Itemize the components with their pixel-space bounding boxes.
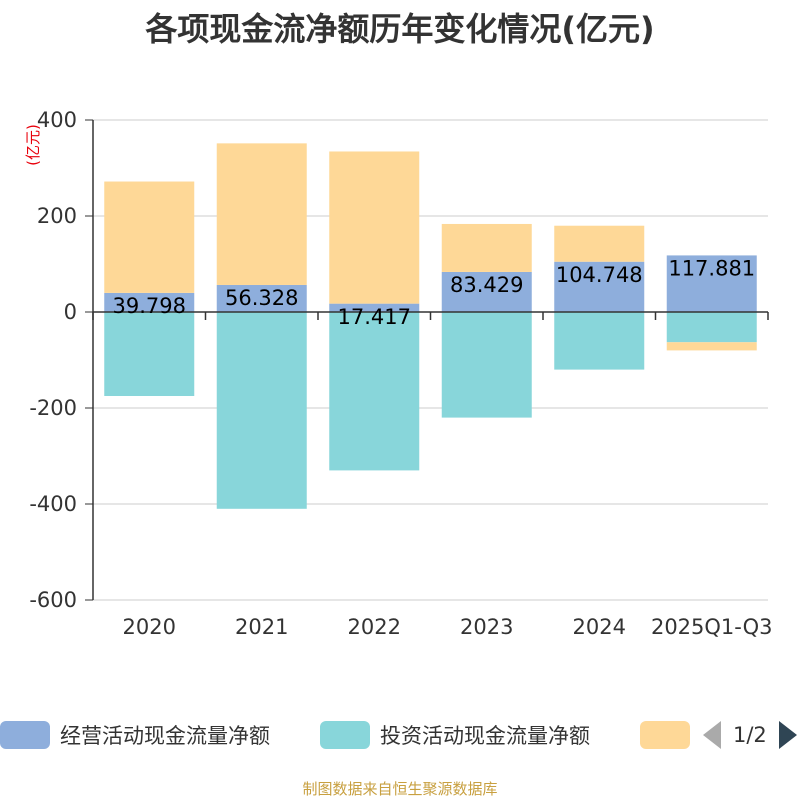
bar-series1-2024 [554,312,645,370]
y-tick-label-1: 200 [37,204,77,228]
bar-value-label-2023: 83.429 [450,273,523,297]
y-tick-label-2: 0 [64,300,77,324]
bars [104,143,757,509]
bar-series2-2024 [554,225,645,262]
bar-series2-2020 [104,181,195,293]
x-tick-label-2025Q1-Q3: 2025Q1-Q3 [651,615,773,639]
bar-value-label-2024: 104.748 [556,263,643,287]
bar-value-label-2020: 39.798 [113,294,186,318]
bar-series0-2024 [554,261,645,312]
legend-label-investing: 投资活动现金流量净额 [380,724,590,748]
bar-series1-2022 [329,312,420,471]
bar-series1-2025Q1-Q3 [666,312,757,343]
bar-series2-2023 [441,223,532,272]
y-axis-unit: (亿元) [24,124,42,166]
bar-series0-2020 [104,292,195,312]
legend-pager: 1/2 [703,715,797,755]
bar-value-label-2025Q1-Q3: 117.881 [668,257,755,281]
bar-series0-2021 [216,284,307,312]
bar-series0-2025Q1-Q3 [666,255,757,312]
legend-item-financing[interactable] [640,715,700,755]
bar-series2-2021 [216,143,307,285]
y-tick-label-4: -400 [29,492,77,516]
chart-title: 各项现金流净额历年变化情况(亿元) [145,10,655,48]
bar-value-label-2022: 17.417 [338,305,411,329]
data-source-note: 制图数据来自恒生聚源数据库 [302,780,498,798]
legend-item-investing[interactable]: 投资活动现金流量净额 [320,715,590,755]
bar-value-label-2021: 56.328 [225,286,298,310]
x-tick-label-2020: 2020 [123,615,176,639]
x-tick-label-2022: 2022 [348,615,401,639]
legend-swatch-operating [0,721,50,749]
legend-label-operating: 经营活动现金流量净额 [60,724,270,748]
bar-series2-2025Q1-Q3 [666,342,757,351]
x-tick-label-2023: 2023 [460,615,513,639]
legend-next-icon[interactable] [778,721,797,749]
legend-item-operating[interactable]: 经营活动现金流量净额 [0,715,270,755]
bar-series2-2022 [329,151,420,304]
y-tick-label-5: -600 [29,588,77,612]
bar-series0-2023 [441,271,532,312]
bar-labels: 39.798 56.328 17.417 83.429 104.748 117.881 [113,257,756,329]
legend-swatch-investing [320,721,370,749]
x-tick-label-2021: 2021 [235,615,288,639]
y-tick-label-0: 400 [37,108,77,132]
x-tick-label-2024: 2024 [573,615,626,639]
legend-prev-icon[interactable] [703,721,721,749]
legend-page-indicator: 1/2 [733,723,767,747]
y-tick-label-3: -200 [29,396,77,420]
bar-series1-2023 [441,312,532,418]
bar-series0-2022 [329,303,420,312]
bar-series1-2021 [216,312,307,509]
axes: 400 200 0 -200 -400 -600 (亿元) 2020 2021 2022 2023 2… [24,108,773,639]
legend: 经营活动现金流量净额 投资活动现金流量净额 1/2 [0,715,800,755]
bar-series1-2020 [104,312,195,396]
legend-swatch-financing [640,721,690,749]
